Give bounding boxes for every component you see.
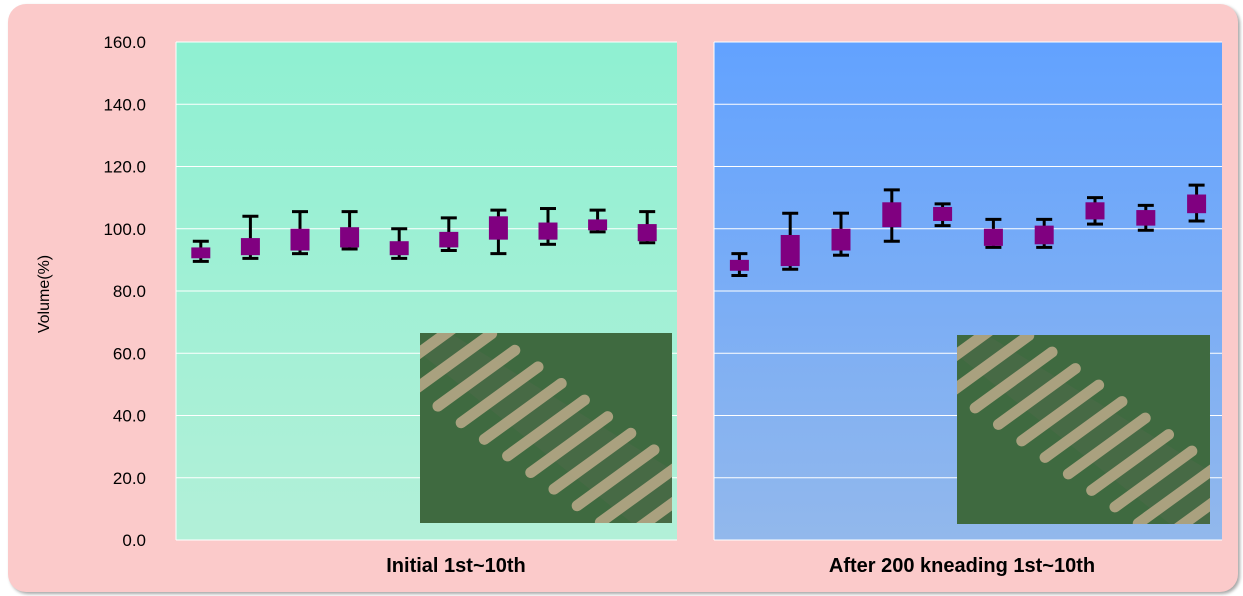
y-tick-label: 20.0: [113, 469, 146, 488]
box-body: [538, 222, 558, 240]
box-2-8: [1085, 196, 1105, 226]
box-2-10: [1187, 183, 1207, 223]
box-2-5: [933, 202, 953, 228]
box-2-1: [729, 252, 749, 277]
box-body: [488, 216, 508, 240]
y-tick-label: 0.0: [122, 531, 146, 550]
panel-label-after: After 200 kneading 1st~10th: [829, 555, 1095, 577]
box-1-2: [240, 214, 260, 260]
inset-stripe: [636, 496, 672, 523]
y-tick-label: 140.0: [103, 95, 146, 114]
box-body: [340, 227, 360, 248]
inset-stripe: [502, 394, 590, 462]
box-body: [1085, 202, 1105, 220]
box-2-6: [983, 217, 1003, 249]
y-tick-label: 100.0: [103, 220, 146, 239]
box-body: [780, 234, 800, 267]
inset-stripe: [1016, 379, 1105, 447]
box-1-5: [389, 227, 409, 260]
box-2-7: [1034, 217, 1054, 249]
inset-stripe: [1109, 445, 1198, 513]
box-body: [933, 206, 953, 221]
box-body: [191, 247, 211, 259]
box-body: [439, 231, 459, 248]
box-body: [1187, 194, 1207, 214]
inset-stripe: [420, 333, 456, 360]
box-2-9: [1136, 203, 1156, 232]
inset-photos: [420, 333, 1210, 524]
box-body: [882, 202, 902, 228]
box-body: [831, 228, 851, 251]
inset-stripe: [455, 361, 544, 429]
box-1-4: [340, 210, 360, 251]
inset-stripe: [548, 427, 637, 495]
box-body: [1034, 225, 1054, 245]
inset-stripe: [957, 335, 1035, 395]
y-tick-label: 160.0: [103, 33, 146, 52]
axes: 0.0 20.0 40.0 60.0 80.0 100.0 120.0 140.0 160.0: [103, 33, 146, 550]
box-1-9: [588, 208, 608, 234]
y-axis-title: Volume(%): [36, 255, 53, 333]
box-body: [1136, 210, 1156, 226]
box-2-4: [882, 188, 902, 243]
box-2-2: [780, 211, 800, 271]
box-plots: [191, 183, 1207, 277]
inset-stripe: [525, 411, 614, 479]
initial-print-photo: [420, 333, 672, 523]
box-body: [389, 241, 409, 256]
inset-stripe: [957, 335, 993, 362]
inset-stripe: [969, 346, 1058, 414]
box-1-6: [439, 216, 459, 253]
inset-stripe: [571, 444, 660, 512]
box-2-3: [831, 211, 851, 257]
inset-stripe: [432, 344, 521, 412]
inset-stripe: [420, 333, 498, 393]
box-body: [637, 224, 657, 242]
inset-stripe: [1039, 396, 1128, 463]
box-body: [240, 238, 260, 256]
inset-stripe: [1132, 464, 1210, 524]
inset-stripe: [1086, 429, 1175, 496]
y-tick-label: 120.0: [103, 158, 146, 177]
box-body: [588, 219, 608, 231]
box-1-8: [538, 207, 558, 246]
y-tick-label: 60.0: [113, 344, 146, 363]
inset-stripe: [594, 463, 672, 523]
box-1-10: [637, 210, 657, 245]
box-body: [983, 228, 1003, 246]
box-body: [729, 259, 749, 271]
box-1-1: [191, 239, 211, 263]
inset-stripe: [1174, 497, 1210, 524]
box-1-7: [488, 208, 508, 256]
box-body: [290, 228, 310, 251]
box-1-3: [290, 210, 310, 256]
y-tick-label: 40.0: [113, 407, 146, 426]
after-kneading-print-photo: [957, 335, 1210, 524]
inset-stripe: [992, 363, 1081, 430]
panel-label-initial: Initial 1st~10th: [386, 555, 526, 577]
inset-stripe: [478, 377, 567, 445]
y-tick-label: 80.0: [113, 282, 146, 301]
inset-stripe: [1062, 412, 1151, 480]
